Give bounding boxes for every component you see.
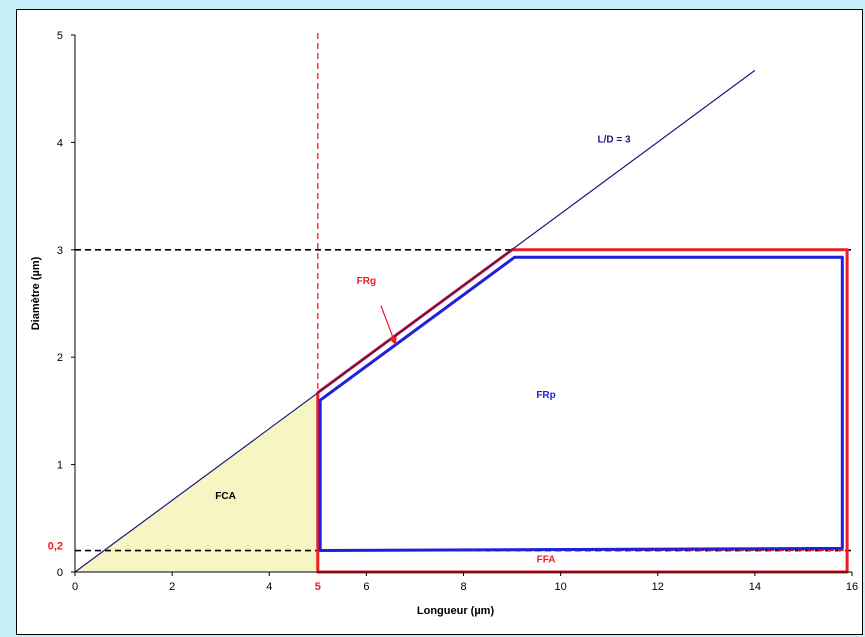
y-tick-label-5: 5 bbox=[57, 30, 63, 42]
y-tick-label-1: 1 bbox=[57, 460, 63, 472]
annotation-ffa: FFA bbox=[537, 554, 556, 565]
x-tick-label-8: 8 bbox=[460, 581, 466, 593]
x-tick-label-12: 12 bbox=[652, 581, 664, 593]
frg-outline bbox=[316, 248, 849, 574]
chart-frame: 0 2 4 6 8 10 12 14 16 0 1 2 3 4 5 5 0,2 Longueur (µm) Diam… bbox=[16, 9, 863, 635]
annotation-fca: FCA bbox=[215, 491, 236, 502]
x-tick-label-16: 16 bbox=[846, 581, 858, 593]
ld-ratio-line bbox=[74, 69, 756, 573]
y-axis-title: Diamètre (µm) bbox=[30, 256, 42, 330]
x-tick-label-4: 4 bbox=[266, 581, 272, 593]
x-tick-label-0: 0 bbox=[72, 581, 78, 593]
frg-arrow bbox=[380, 305, 397, 346]
y-tick-label-0: 0 bbox=[57, 567, 63, 579]
x-tick-label-14: 14 bbox=[749, 581, 761, 593]
annotation-l-d-3: L/D = 3 bbox=[598, 134, 632, 145]
annotation-frp: FRp bbox=[536, 390, 555, 401]
y-special-tick-label: 0,2 bbox=[48, 541, 63, 553]
x-special-tick-label: 5 bbox=[315, 581, 321, 593]
y-tick-label-2: 2 bbox=[57, 352, 63, 364]
x-tick-label-2: 2 bbox=[169, 581, 175, 593]
x-tick-label-10: 10 bbox=[555, 581, 567, 593]
annotation-frg: FRg bbox=[357, 276, 376, 287]
frp-outline bbox=[318, 255, 844, 552]
x-axis-title: Longueur (µm) bbox=[417, 605, 495, 617]
y-tick-label-4: 4 bbox=[57, 137, 63, 149]
y-tick-label-3: 3 bbox=[57, 245, 63, 257]
x-tick-label-6: 6 bbox=[363, 581, 369, 593]
